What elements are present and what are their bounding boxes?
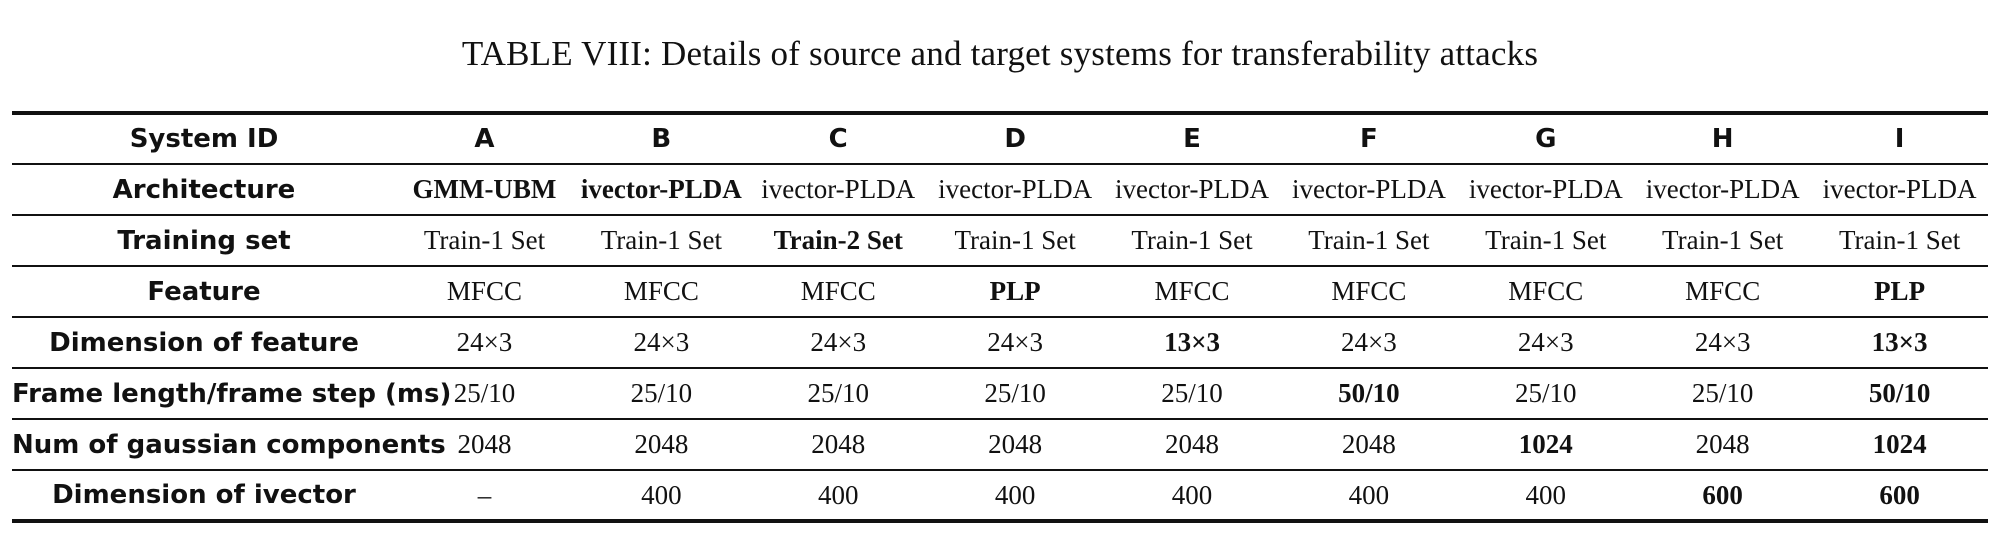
system-id-h: H: [1711, 124, 1734, 154]
table-cell: 2048: [1165, 429, 1219, 459]
table-cell: 50/10: [1338, 378, 1400, 408]
table-cell: Train-2 Set: [773, 225, 903, 255]
table-cell: 25/10: [984, 378, 1046, 408]
table-cell: 25/10: [1161, 378, 1223, 408]
table-cell: Train-1 Set: [600, 225, 722, 255]
table-body: Architecture GMM-UBM ivector-PLDA ivecto…: [12, 164, 1989, 521]
table-cell: 24×3: [1517, 327, 1574, 357]
table-cell: 2048: [634, 429, 689, 459]
table-row: Dimension of feature 24×3 24×3 24×3 24×3…: [12, 317, 1989, 368]
table-cell: 24×3: [1341, 327, 1397, 357]
table-cell: MFCC: [1508, 276, 1584, 306]
table-cell: ivector-PLDA: [938, 174, 1093, 204]
table-cell: Train-1 Set: [1308, 225, 1430, 255]
row-label: Training set: [117, 225, 291, 256]
table-cell: 1024: [1872, 429, 1927, 459]
row-label: Dimension of feature: [49, 327, 359, 358]
header-label: System ID: [129, 124, 279, 154]
table-cell: 400: [1525, 479, 1567, 510]
table-cell: MFCC: [1154, 276, 1230, 306]
table-row: Training set Train-1 Set Train-1 Set Tra…: [12, 215, 1989, 266]
table-cell: Train-1 Set: [1485, 225, 1607, 255]
header-row: System ID A B C D E F G H I: [12, 113, 1989, 164]
table-cell: MFCC: [800, 276, 876, 306]
table-cell: ivector-PLDA: [1115, 174, 1269, 204]
table-cell: –: [477, 479, 492, 510]
table-cell: ivector-PLDA: [580, 174, 742, 204]
table-cell: 1024: [1518, 429, 1573, 459]
row-label: Feature: [147, 276, 261, 307]
table-cell: ivector-PLDA: [1291, 174, 1446, 204]
table-cell: ivector-PLDA: [1822, 174, 1977, 204]
table-cell: 25/10: [1691, 378, 1754, 408]
table-cell: MFCC: [1331, 276, 1407, 306]
table-cell: 2048: [1341, 429, 1396, 459]
table-cell: Train-1 Set: [954, 225, 1076, 255]
table-cell: 13×3: [1871, 327, 1928, 357]
table-cell: 24×3: [987, 327, 1043, 357]
table-cell: PLP: [1874, 276, 1926, 306]
system-id-e: E: [1183, 124, 1201, 154]
table-row: Frame length/frame step (ms) 25/10 25/10…: [12, 368, 1989, 419]
table-cell: 400: [994, 479, 1036, 510]
row-label: Frame length/frame step (ms): [12, 378, 452, 409]
table-cell: Train-1 Set: [1662, 225, 1784, 255]
table-row: Dimension of ivector – 400 400 400 400 4…: [12, 470, 1989, 521]
table-cell: 24×3: [810, 327, 867, 357]
table-cell: GMM-UBM: [412, 174, 557, 204]
table-cell: 400: [1348, 479, 1390, 510]
system-id-a: A: [474, 124, 495, 154]
table-cell: 2048: [988, 429, 1043, 459]
table-cell: 400: [817, 479, 859, 510]
table-cell: 25/10: [807, 378, 869, 408]
table-cell: 24×3: [1694, 327, 1751, 357]
table-cell: 400: [641, 479, 682, 510]
row-label: Dimension of ivector: [52, 480, 356, 510]
systems-table-container: System ID A B C D E F G H I Architecture…: [12, 111, 1989, 523]
table-cell: Train-1 Set: [1838, 225, 1961, 255]
table-cell: 2048: [1695, 429, 1750, 459]
system-id-c: C: [828, 124, 848, 154]
row-label: Architecture: [112, 174, 296, 205]
table-cell: 400: [1171, 479, 1213, 510]
table-cell: 24×3: [633, 327, 690, 357]
table-cell: 25/10: [630, 378, 693, 408]
table-cell: ivector-PLDA: [1645, 174, 1800, 204]
table-cell: 24×3: [456, 327, 513, 357]
table-cell: 2048: [457, 429, 512, 459]
table-row: Architecture GMM-UBM ivector-PLDA ivecto…: [12, 164, 1989, 215]
table-cell: 50/10: [1868, 378, 1931, 408]
system-id-i: I: [1894, 124, 1905, 154]
table-cell: 600: [1702, 479, 1743, 510]
table-header: System ID A B C D E F G H I: [12, 113, 1989, 164]
table-cell: 25/10: [453, 378, 516, 408]
table-caption: TABLE VIII: Details of source and target…: [461, 34, 1539, 73]
table-cell: 13×3: [1164, 327, 1220, 357]
system-id-b: B: [651, 124, 672, 154]
table-cell: PLP: [989, 276, 1041, 306]
system-id-d: D: [1004, 124, 1026, 154]
table-cell: Train-1 Set: [423, 225, 546, 255]
table-cell: MFCC: [623, 276, 699, 306]
system-id-g: G: [1535, 124, 1557, 154]
table-cell: ivector-PLDA: [1468, 174, 1623, 204]
systems-table: System ID A B C D E F G H I Architecture…: [12, 111, 1989, 523]
table-row: Feature MFCC MFCC MFCC PLP MFCC MFCC MFC…: [12, 266, 1989, 317]
table-cell: Train-1 Set: [1131, 225, 1253, 255]
row-label: Num of gaussian components: [12, 429, 446, 460]
table-cell: MFCC: [446, 276, 522, 306]
table-cell: 25/10: [1515, 378, 1577, 408]
table-row: Num of gaussian components 2048 2048 204…: [12, 419, 1989, 470]
table-cell: MFCC: [1685, 276, 1761, 306]
table-cell: 2048: [811, 429, 866, 459]
system-id-f: F: [1360, 124, 1378, 154]
table-cell: ivector-PLDA: [761, 174, 916, 204]
table-cell: 600: [1879, 479, 1920, 510]
